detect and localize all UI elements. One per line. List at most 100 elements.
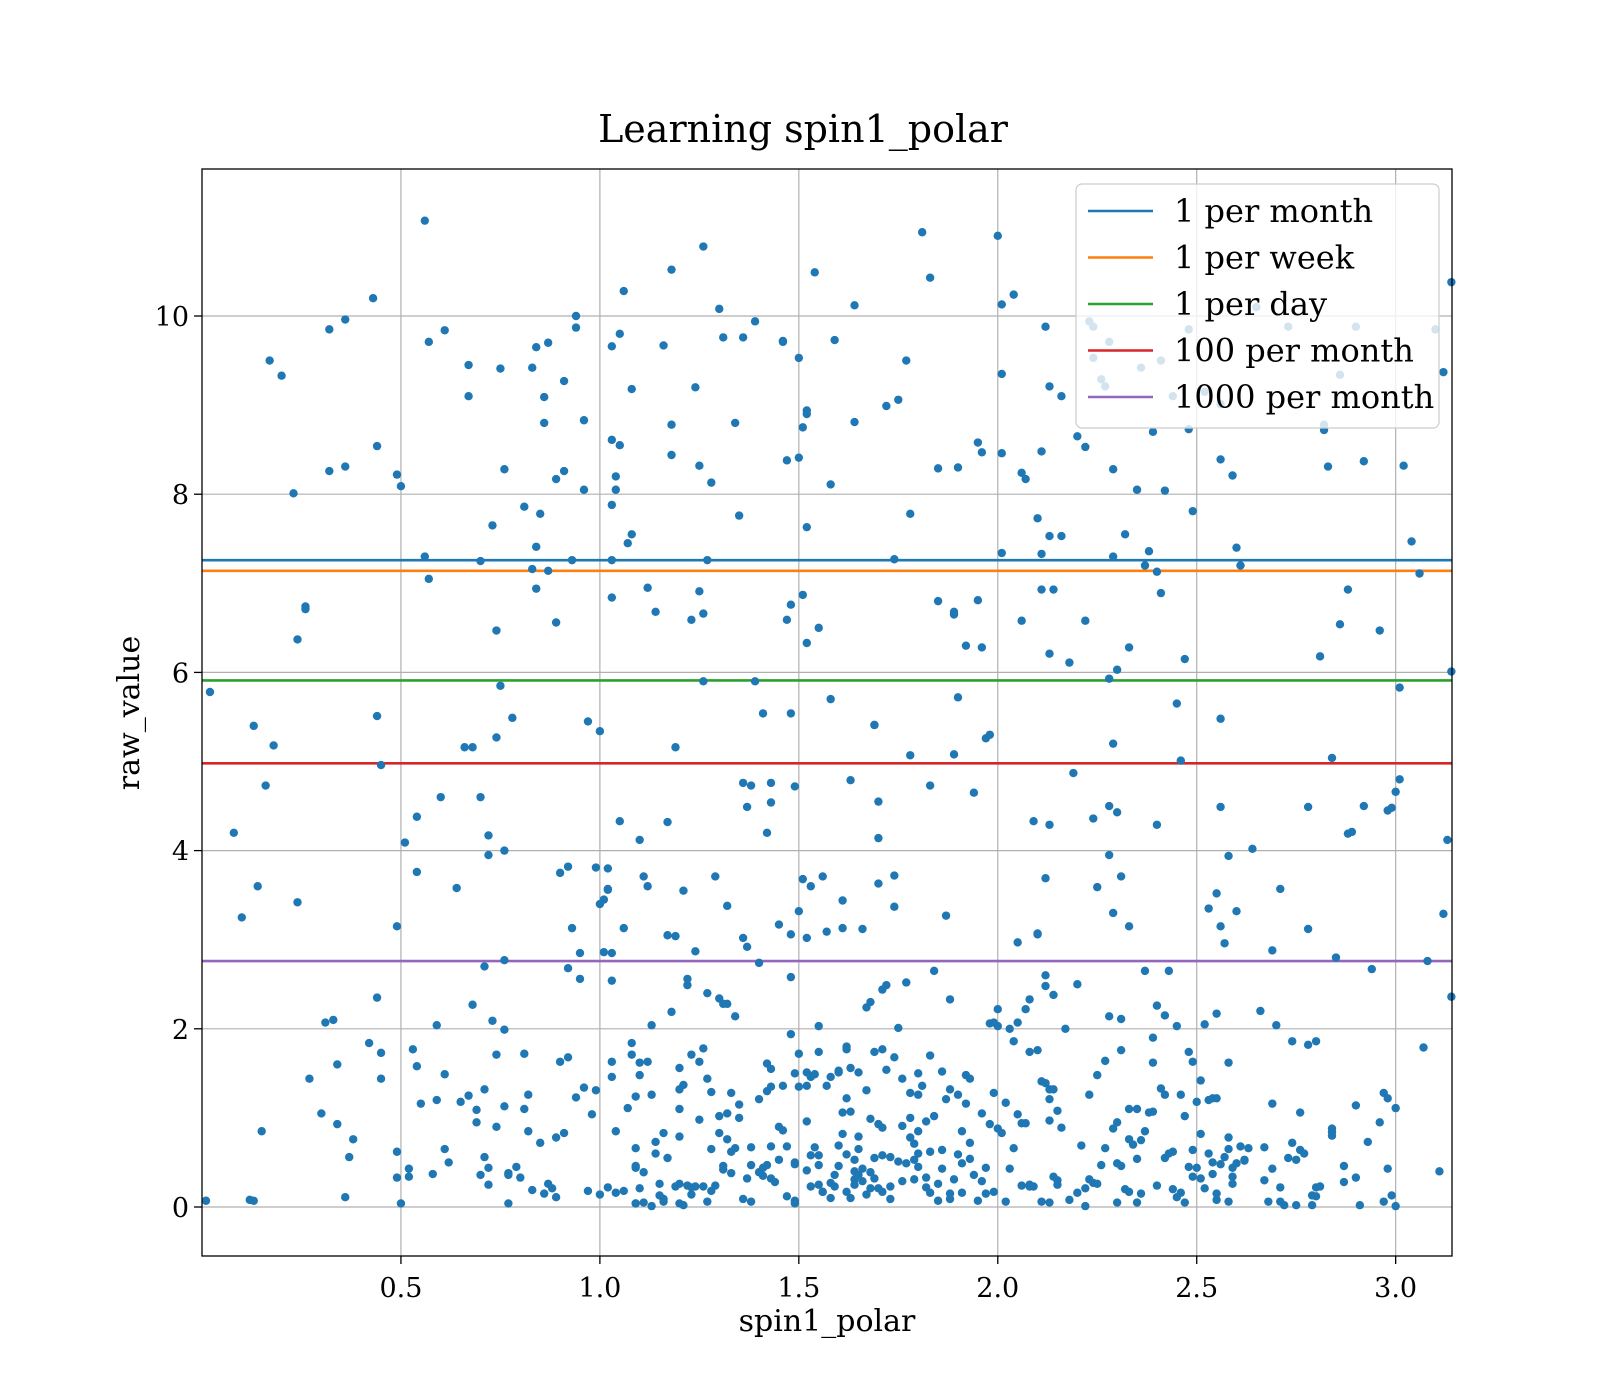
data-point — [1037, 1197, 1046, 1206]
data-point — [1359, 801, 1369, 811]
data-point — [591, 1086, 601, 1095]
data-point — [985, 730, 995, 739]
data-point — [906, 1113, 915, 1123]
data-point — [687, 1050, 696, 1059]
data-point — [898, 1176, 907, 1186]
data-point — [723, 1109, 732, 1118]
data-point — [1001, 1098, 1010, 1107]
data-point — [1132, 1198, 1142, 1207]
data-point — [707, 478, 716, 487]
data-point — [1172, 699, 1182, 708]
data-point — [249, 721, 258, 731]
data-point — [1276, 1183, 1285, 1192]
data-point — [1327, 1131, 1337, 1140]
data-point — [794, 906, 804, 916]
data-point — [1009, 1037, 1018, 1046]
data-point — [734, 1113, 744, 1123]
data-point — [1327, 753, 1337, 763]
data-point — [555, 868, 565, 878]
data-point — [1212, 1094, 1221, 1103]
data-point — [1303, 924, 1313, 934]
data-point — [1073, 1188, 1082, 1197]
data-point — [567, 923, 577, 933]
data-point — [726, 1168, 736, 1178]
data-point — [559, 1128, 569, 1138]
data-point — [301, 604, 310, 614]
data-point — [647, 1201, 656, 1211]
data-point — [977, 1109, 987, 1118]
data-point — [1240, 1156, 1249, 1165]
data-point — [484, 850, 493, 860]
data-point — [635, 1184, 644, 1193]
data-point — [1116, 1014, 1126, 1024]
data-point — [341, 315, 350, 324]
data-point — [730, 1143, 740, 1153]
data-point — [655, 1179, 664, 1189]
data-point — [1132, 1154, 1142, 1164]
data-point — [683, 974, 692, 984]
data-point — [699, 1182, 708, 1191]
data-point — [941, 911, 951, 920]
data-point — [687, 1190, 696, 1199]
data-point — [830, 1170, 839, 1180]
data-point — [1439, 367, 1448, 377]
data-point — [1280, 1201, 1289, 1210]
data-point — [392, 1147, 402, 1156]
data-point — [1045, 1198, 1054, 1207]
data-point — [1132, 485, 1142, 494]
data-point — [993, 1021, 1002, 1031]
data-point — [715, 304, 724, 314]
data-point — [484, 1180, 493, 1189]
data-point — [396, 481, 406, 491]
data-point — [579, 1083, 589, 1092]
data-point — [372, 993, 382, 1002]
data-point — [659, 341, 668, 350]
data-point — [1168, 1147, 1178, 1156]
data-point — [595, 1190, 605, 1199]
chart-title: Learning spin1_polar — [598, 107, 1009, 152]
data-point — [539, 418, 549, 428]
data-point — [894, 1023, 903, 1033]
data-point — [615, 441, 624, 450]
data-point — [1232, 906, 1241, 916]
data-point — [1311, 1192, 1321, 1201]
data-point — [782, 615, 792, 625]
data-point — [778, 1081, 788, 1091]
data-point — [1108, 465, 1118, 474]
data-point — [420, 552, 430, 561]
data-point — [293, 635, 302, 644]
data-point — [726, 1088, 736, 1098]
data-point — [874, 879, 883, 888]
data-point — [1097, 1160, 1106, 1170]
data-point — [1065, 1195, 1074, 1205]
data-point — [1164, 966, 1174, 976]
data-point — [639, 1168, 648, 1177]
plot-frame — [201, 168, 1453, 1257]
data-point — [913, 1127, 923, 1136]
data-point — [551, 474, 561, 484]
data-point — [917, 228, 927, 237]
data-point — [878, 1123, 887, 1132]
data-point — [933, 596, 943, 606]
data-point — [1379, 1197, 1388, 1206]
legend-items: 1 per month 1 per week 1 per day 100 per mo… — [1088, 192, 1434, 416]
data-point — [1041, 1078, 1050, 1088]
data-point — [898, 1121, 907, 1131]
x-tick-label: 2.5 — [1175, 1273, 1218, 1304]
data-point — [730, 1012, 740, 1021]
data-point — [651, 1137, 660, 1147]
data-point — [269, 741, 278, 750]
data-point — [1387, 1191, 1396, 1200]
data-point — [404, 1164, 414, 1173]
data-point — [1335, 620, 1345, 629]
data-point — [730, 418, 740, 428]
data-point — [1057, 531, 1066, 541]
data-point — [615, 817, 624, 826]
data-point — [1104, 850, 1114, 860]
data-point — [1224, 1058, 1233, 1067]
data-point — [265, 356, 274, 365]
data-point — [659, 1128, 668, 1138]
data-point — [261, 781, 270, 790]
data-point — [933, 1179, 943, 1189]
data-point — [635, 1058, 644, 1067]
